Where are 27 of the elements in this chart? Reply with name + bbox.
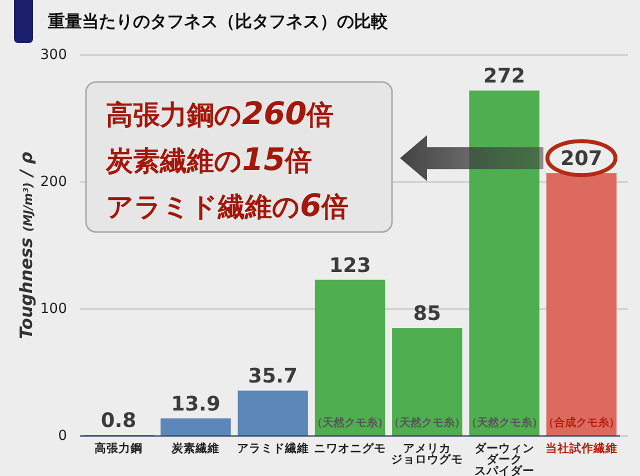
annotation: （天然クモ糸） <box>388 416 466 429</box>
data-label: 123 <box>329 252 371 277</box>
annotation: （天然クモ糸） <box>466 416 543 429</box>
annotation: アラミド繊維の6倍 <box>106 188 349 224</box>
y-tick-label: 300 <box>40 47 67 63</box>
x-tick-label: アラミド繊維 <box>236 441 309 455</box>
annotation: 炭素繊維の15倍 <box>105 142 312 178</box>
y-tick-label: 0 <box>58 428 67 444</box>
chart-title: 重量当たりのタフネス（比タフネス）の比較 <box>47 12 389 32</box>
x-tick-label: 当社試作繊維 <box>545 441 618 455</box>
x-tick-label: アメリカジョロウグモ <box>391 441 464 466</box>
x-tick-label: 炭素繊維 <box>170 441 220 455</box>
y-tick-label: 200 <box>40 174 67 190</box>
data-label: 13.9 <box>171 391 220 416</box>
data-label: 35.7 <box>248 364 298 388</box>
annotation: （合成クモ糸） <box>542 416 620 429</box>
y-tick-label: 100 <box>40 301 67 317</box>
data-label: 85 <box>413 301 442 326</box>
annotation: 高張力鋼の260倍 <box>106 96 334 132</box>
data-label: 207 <box>560 146 602 170</box>
x-tick-label: 高張力鋼 <box>94 441 143 455</box>
x-tick-label: ダーウィンダークスパイダー <box>474 441 534 476</box>
x-tick-label: ニワオニグモ <box>314 441 386 455</box>
y-axis-title: Toughness (MJ/m³) / ρ <box>17 152 37 339</box>
data-label: 272 <box>483 64 526 88</box>
annotation: （天然クモ糸） <box>312 416 388 429</box>
data-label: 0.8 <box>100 408 136 432</box>
